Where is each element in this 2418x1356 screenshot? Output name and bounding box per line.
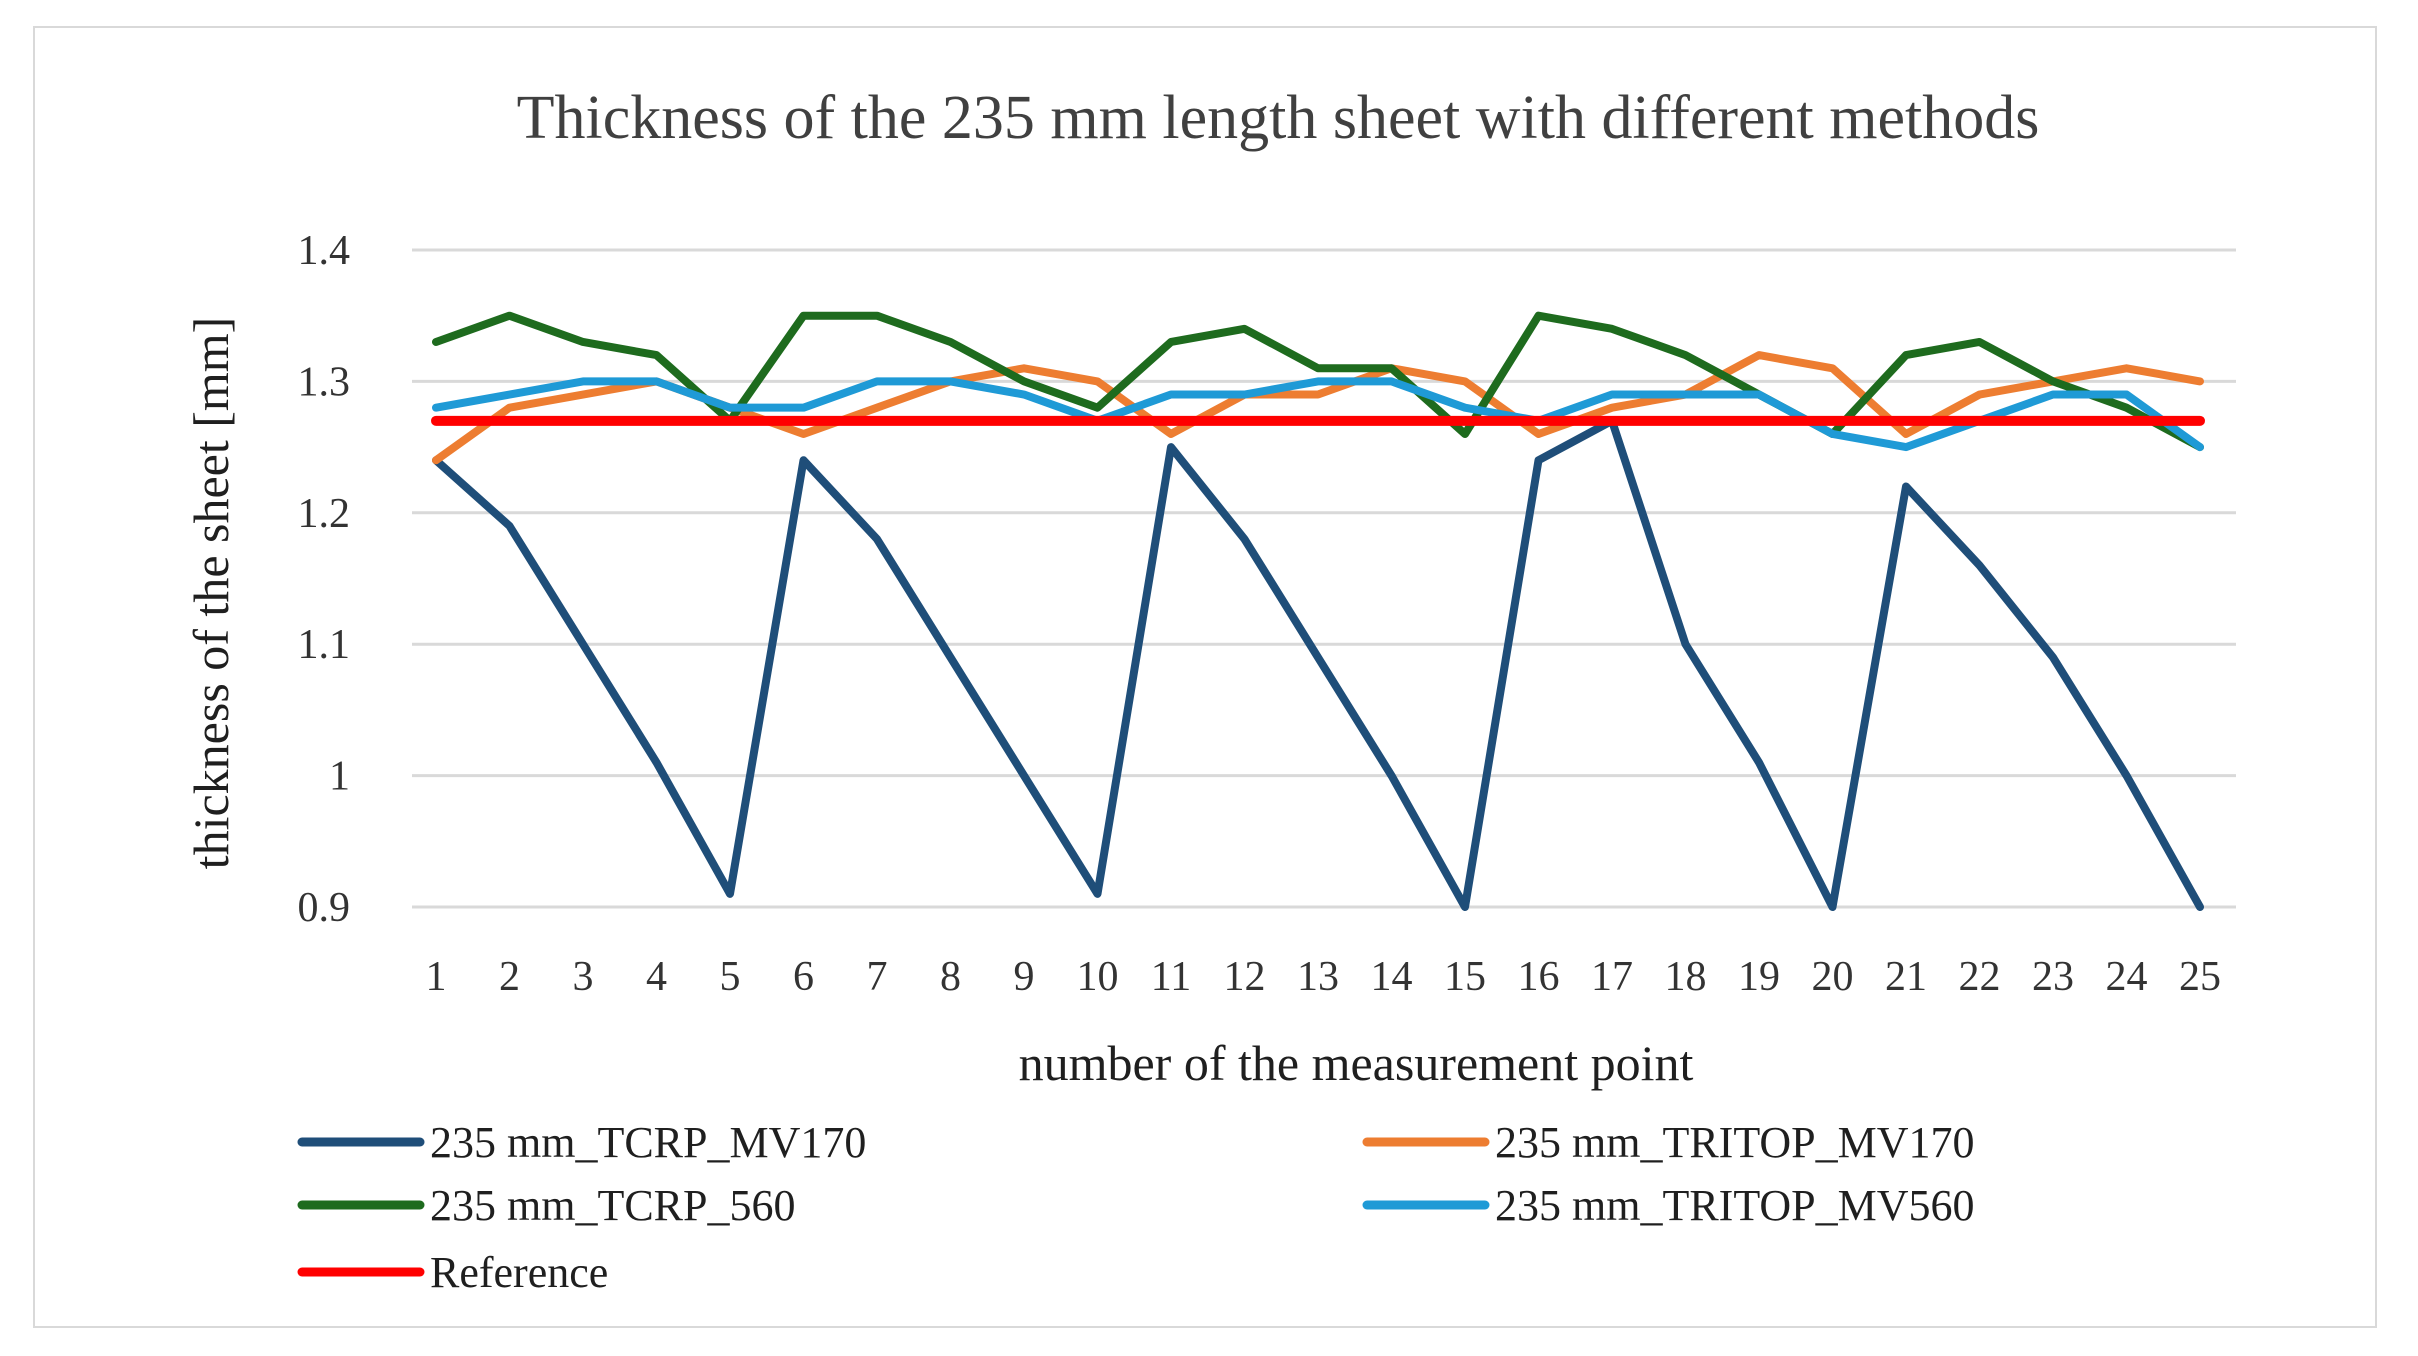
x-tick-label: 20 (1812, 954, 1854, 1000)
y-tick-label: 0.9 (298, 885, 351, 931)
x-tick-label: 14 (1371, 954, 1413, 1000)
x-tick-label: 4 (646, 954, 667, 1000)
chart-frame (33, 26, 2377, 1328)
y-axis-title: thickness of the sheet [mm] (183, 317, 239, 870)
x-tick-label: 25 (2179, 954, 2221, 1000)
y-tick-label: 1.3 (298, 359, 351, 405)
x-tick-label: 7 (867, 954, 888, 1000)
x-tick-label: 5 (720, 954, 741, 1000)
x-tick-label: 3 (573, 954, 594, 1000)
x-tick-label: 1 (426, 954, 447, 1000)
y-tick-label: 1.1 (298, 622, 351, 668)
y-tick-label: 1.4 (298, 228, 351, 274)
y-tick-labels: 0.9 1 1.1 1.2 1.3 1.4 (298, 228, 351, 931)
x-tick-label: 6 (793, 954, 814, 1000)
x-tick-label: 13 (1297, 954, 1339, 1000)
x-tick-label: 10 (1077, 954, 1119, 1000)
legend-label: 235 mm_TCRP_560 (430, 1181, 796, 1230)
legend: 235 mm_TCRP_MV170 235 mm_TRITOP_MV170 235 … (297, 1118, 1975, 1297)
y-tick-label: 1.2 (298, 491, 351, 537)
series-line-1 (432, 416, 2204, 911)
legend-label: 235 mm_TCRP_MV170 (430, 1118, 866, 1167)
x-tick-label: 11 (1151, 954, 1191, 1000)
x-tick-label: 2 (499, 954, 520, 1000)
x-tick-label: 19 (1738, 954, 1780, 1000)
x-tick-label: 21 (1885, 954, 1927, 1000)
legend-label: Reference (430, 1248, 608, 1297)
y-tick-label: 1 (329, 754, 350, 800)
x-axis-title: number of the measurement point (1019, 1035, 1694, 1091)
legend-label: 235 mm_TRITOP_MV560 (1495, 1181, 1975, 1230)
x-tick-label: 9 (1014, 954, 1035, 1000)
x-tick-label: 24 (2106, 954, 2148, 1000)
x-tick-label: 12 (1224, 954, 1266, 1000)
x-tick-label: 16 (1518, 954, 1560, 1000)
x-tick-label: 23 (2032, 954, 2074, 1000)
x-tick-label: 18 (1665, 954, 1707, 1000)
x-tick-label: 17 (1591, 954, 1633, 1000)
series-line-4 (432, 377, 2204, 452)
x-tick-label: 8 (940, 954, 961, 1000)
chart-title: Thickness of the 235 mm length sheet wit… (517, 84, 2040, 152)
x-tick-labels: 1 2 3 4 5 6 7 8 9 10 11 12 13 14 15 16 17 18 19 20 21 22 23 24 2… (426, 954, 2222, 1000)
x-tick-label: 15 (1444, 954, 1486, 1000)
series-lines (431, 311, 2205, 911)
legend-label: 235 mm_TRITOP_MV170 (1495, 1118, 1975, 1167)
x-tick-label: 22 (1959, 954, 2001, 1000)
